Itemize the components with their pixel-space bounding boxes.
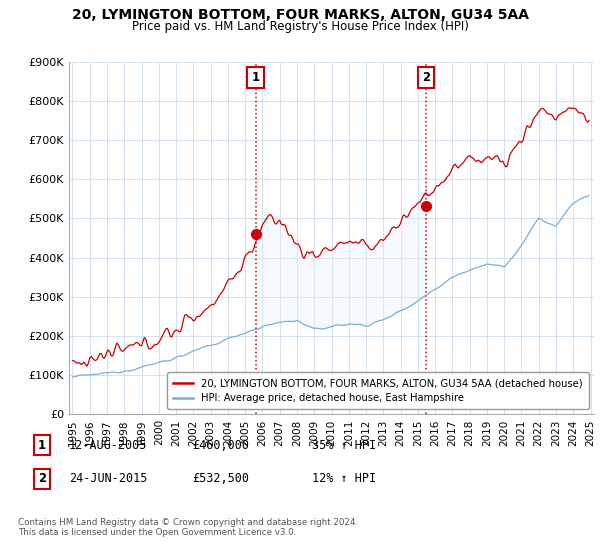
Text: £532,500: £532,500 [192, 472, 249, 486]
Text: 12% ↑ HPI: 12% ↑ HPI [312, 472, 376, 486]
Text: 12-AUG-2005: 12-AUG-2005 [69, 438, 148, 452]
Text: 1: 1 [251, 71, 260, 84]
Text: 2: 2 [422, 71, 430, 84]
Text: 1: 1 [38, 438, 46, 452]
Text: 24-JUN-2015: 24-JUN-2015 [69, 472, 148, 486]
Legend: 20, LYMINGTON BOTTOM, FOUR MARKS, ALTON, GU34 5AA (detached house), HPI: Average: 20, LYMINGTON BOTTOM, FOUR MARKS, ALTON,… [167, 372, 589, 409]
Text: £460,000: £460,000 [192, 438, 249, 452]
Text: 2: 2 [38, 472, 46, 486]
Text: 20, LYMINGTON BOTTOM, FOUR MARKS, ALTON, GU34 5AA: 20, LYMINGTON BOTTOM, FOUR MARKS, ALTON,… [71, 8, 529, 22]
Text: Price paid vs. HM Land Registry's House Price Index (HPI): Price paid vs. HM Land Registry's House … [131, 20, 469, 32]
Text: 35% ↑ HPI: 35% ↑ HPI [312, 438, 376, 452]
Text: Contains HM Land Registry data © Crown copyright and database right 2024.
This d: Contains HM Land Registry data © Crown c… [18, 518, 358, 538]
